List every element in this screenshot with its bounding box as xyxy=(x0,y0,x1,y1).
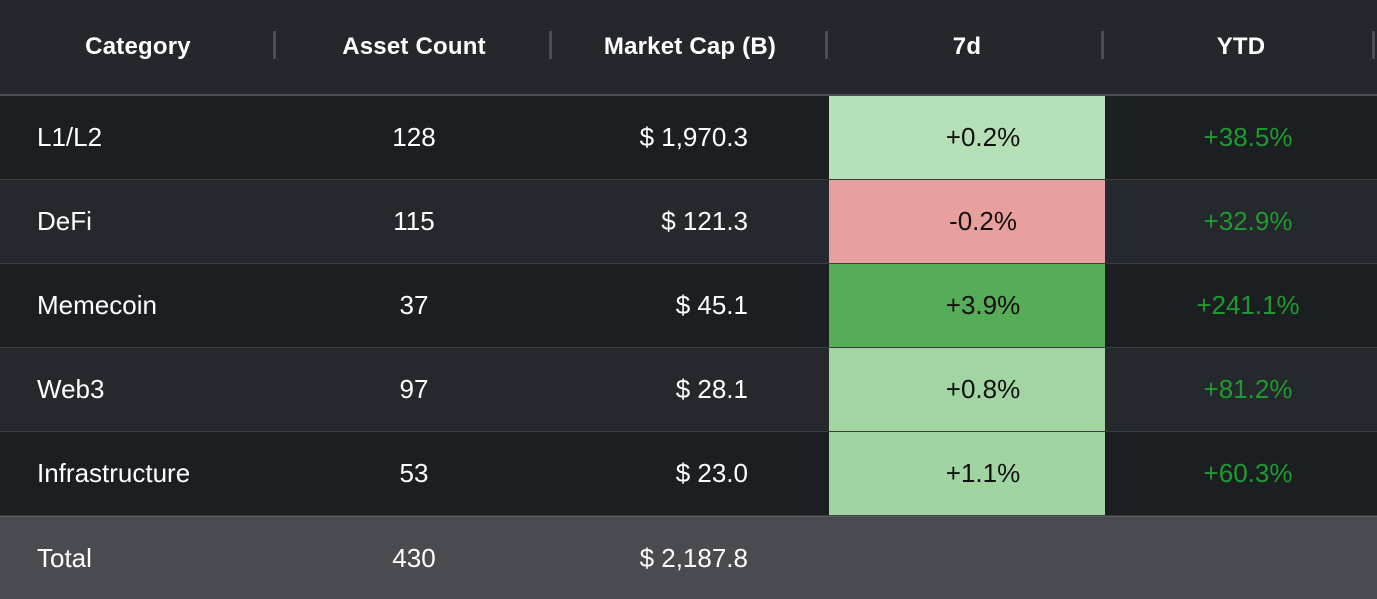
category-cell: Web3 xyxy=(37,374,105,404)
market-cap-cell: $ 23.0 xyxy=(675,458,748,488)
market-cap-cell: $ 1,970.3 xyxy=(639,122,748,152)
table-row[interactable]: Memecoin 37 $ 45.1 +3.9% +241.1% xyxy=(0,264,1377,348)
column-resize-handle[interactable] xyxy=(273,31,276,59)
ytd-cell: +38.5% xyxy=(1203,122,1293,152)
category-cell: L1/L2 xyxy=(37,122,103,152)
market-cap-cell: $ 121.3 xyxy=(661,206,748,236)
column-header-7d[interactable]: 7d xyxy=(952,33,982,60)
table-row[interactable]: Infrastructure 53 $ 23.0 +1.1% +60.3% xyxy=(0,432,1377,516)
change-7d-cell: +3.9% xyxy=(829,264,1105,347)
table-row[interactable]: L1/L2 128 $ 1,970.3 +0.2% +38.5% xyxy=(0,96,1377,180)
asset-count-cell: 115 xyxy=(393,206,435,236)
column-resize-handle[interactable] xyxy=(1372,31,1375,59)
change-7d-cell: +0.8% xyxy=(829,348,1105,431)
asset-count-cell: 97 xyxy=(399,374,429,404)
column-header-market-cap[interactable]: Market Cap (B) xyxy=(603,33,777,60)
ytd-cell: +32.9% xyxy=(1203,206,1293,236)
column-header-asset-count[interactable]: Asset Count xyxy=(342,33,486,60)
table-row[interactable]: DeFi 115 $ 121.3 -0.2% +32.9% xyxy=(0,180,1377,264)
column-resize-handle[interactable] xyxy=(1101,31,1104,59)
table-header: Category Asset Count Market Cap (B) 7d Y… xyxy=(0,0,1377,96)
asset-count-cell: 128 xyxy=(392,122,436,152)
change-7d-cell: +0.2% xyxy=(829,96,1105,179)
table-row[interactable]: Web3 97 $ 28.1 +0.8% +81.2% xyxy=(0,348,1377,432)
ytd-cell: +241.1% xyxy=(1196,290,1300,320)
market-cap-cell: $ 28.1 xyxy=(675,374,748,404)
column-resize-handle[interactable] xyxy=(825,31,828,59)
asset-count-cell: 53 xyxy=(399,458,429,488)
column-header-ytd[interactable]: YTD xyxy=(1216,33,1266,60)
column-header-category[interactable]: Category xyxy=(85,33,191,60)
total-label: Total xyxy=(37,543,92,573)
ytd-cell: +60.3% xyxy=(1203,458,1293,488)
asset-count-cell: 37 xyxy=(399,290,429,320)
category-cell: Infrastructure xyxy=(37,458,191,488)
market-cap-cell: $ 45.1 xyxy=(675,290,748,320)
total-row: Total 430 $ 2,187.8 xyxy=(0,516,1377,599)
total-asset-count: 430 xyxy=(392,543,436,573)
category-cell: DeFi xyxy=(37,206,92,236)
ytd-cell: +81.2% xyxy=(1203,374,1293,404)
category-cell: Memecoin xyxy=(37,290,157,320)
change-7d-cell: -0.2% xyxy=(829,180,1105,263)
total-market-cap: $ 2,187.8 xyxy=(639,543,748,573)
change-7d-cell: +1.1% xyxy=(829,432,1105,515)
column-resize-handle[interactable] xyxy=(549,31,552,59)
